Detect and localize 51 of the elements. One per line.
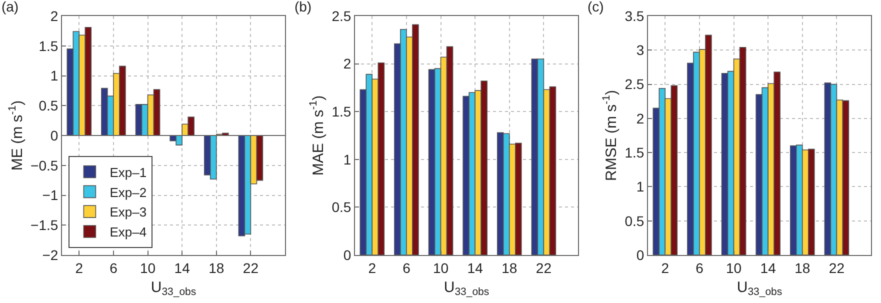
y-tick-label: 0.5 [38, 98, 58, 114]
legend-label: Exp–2 [110, 184, 147, 200]
y-tick-label: 0.5 [624, 212, 644, 229]
x-tick-label: 14 [467, 260, 484, 276]
legend-label: Exp–4 [110, 224, 147, 240]
y-tick-label: 0.5 [332, 199, 352, 216]
y-tick-label: 1 [343, 151, 352, 168]
x-axis-title: U$_{33_obs}$ [736, 278, 782, 298]
y-tick-label: −1.5 [30, 217, 58, 234]
y-tick-label: −2 [42, 246, 58, 263]
x-tick-label: 14 [760, 260, 776, 276]
chart-title: (a) [1, 0, 19, 14]
y-tick-label: 2 [343, 56, 352, 72]
y-tick-label: 0 [50, 127, 58, 144]
y-tick-label: 1 [50, 68, 58, 84]
x-tick-label: 2 [661, 260, 670, 276]
x-axis-title: U$_{33_obs}$ [444, 278, 490, 298]
x-tick-label: 10 [140, 260, 156, 276]
y-tick-label: −1 [42, 187, 58, 204]
x-tick-label: 18 [502, 260, 518, 276]
x-axis-title: U$_{33_obs}$ [150, 278, 196, 298]
y-tick-label: 2 [636, 110, 644, 126]
y-tick-label: 1.5 [332, 104, 352, 120]
y-tick-label: 0 [343, 246, 352, 263]
y-tick-label: 2 [50, 8, 58, 24]
legend-label: Exp–1 [110, 164, 147, 180]
y-tick-label: 1.5 [38, 38, 58, 54]
y-tick-label: 2.5 [332, 8, 352, 24]
x-tick-label: 22 [828, 260, 845, 276]
y-tick-label: 3.5 [624, 8, 644, 24]
y-tick-label: 3 [636, 42, 644, 58]
x-tick-label: 6 [110, 260, 118, 276]
x-tick-label: 22 [242, 260, 259, 276]
y-tick-label: 2.5 [624, 76, 644, 92]
chart-title: (c) [587, 0, 604, 14]
y-tick-label: −0.5 [30, 157, 58, 174]
x-tick-label: 22 [536, 260, 552, 276]
y-tick-label: 1.5 [624, 144, 644, 160]
x-tick-label: 2 [368, 260, 376, 276]
x-tick-label: 18 [794, 260, 810, 276]
legend-label: Exp–3 [110, 204, 147, 220]
x-tick-label: 10 [726, 260, 742, 276]
x-tick-label: 2 [75, 260, 84, 276]
x-tick-label: 10 [432, 260, 449, 276]
x-tick-label: 6 [696, 260, 704, 276]
x-tick-label: 6 [402, 260, 411, 276]
x-tick-label: 18 [208, 260, 224, 276]
chart-title: (b) [294, 0, 312, 14]
x-tick-label: 14 [174, 260, 190, 276]
y-tick-label: 1 [636, 178, 644, 195]
y-tick-label: 0 [636, 246, 644, 263]
